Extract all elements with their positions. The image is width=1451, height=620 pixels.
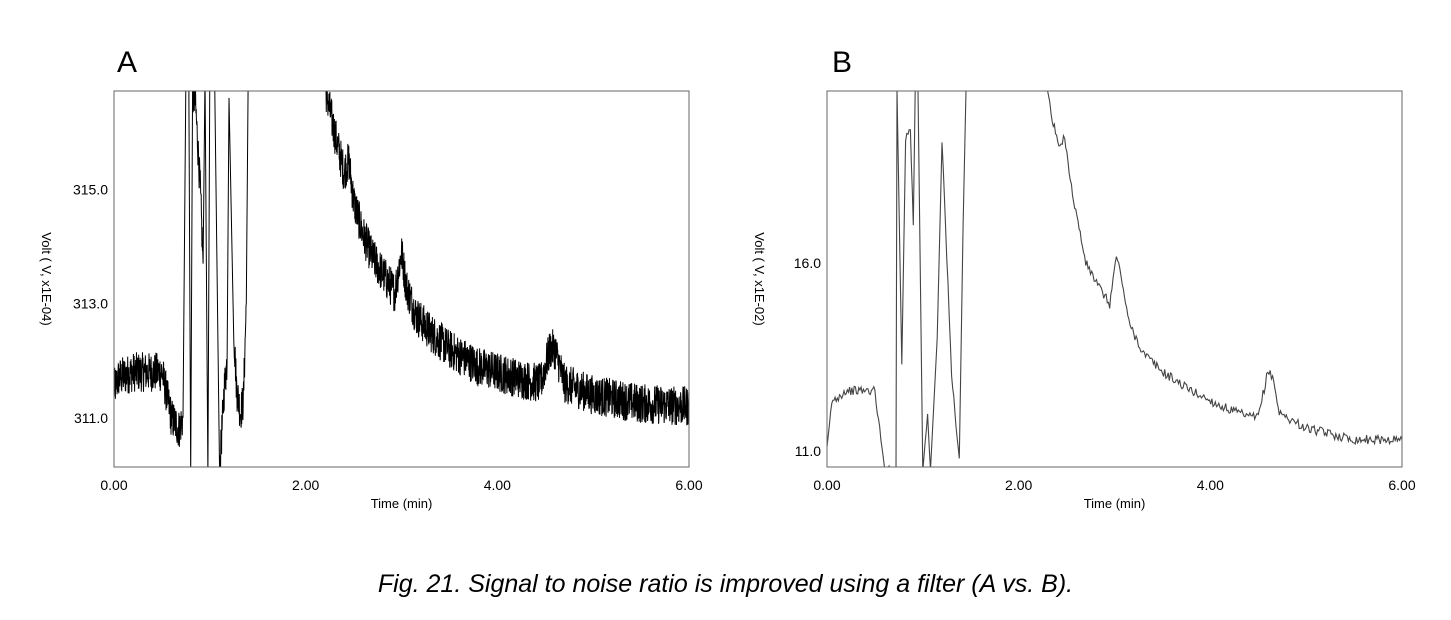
panel-b-series-line [827, 91, 1402, 467]
panel-a-plot-frame [113, 90, 690, 468]
panel-b-x-tick-label: 6.00 [1388, 477, 1415, 493]
panel-b-x-tick-label: 4.00 [1197, 477, 1224, 493]
panel-a-y-tick-label: 311.0 [74, 410, 108, 426]
panel-b-y-axis-title: Volt ( V, x1E-02) [752, 232, 767, 325]
panel-a-x-tick-label: 4.00 [484, 477, 511, 493]
panel-a-y-tick-label: 315.0 [73, 181, 108, 197]
panel-b-plot-frame [826, 90, 1403, 468]
panel-a-series-line [114, 91, 689, 467]
panel-a-x-tick-label: 2.00 [292, 477, 319, 493]
panel-a-y-tick-label: 313.0 [73, 296, 108, 312]
panel-b-y-tick-label: 16.0 [794, 255, 821, 271]
panel-b-y-tick-label: 11.0 [795, 443, 821, 459]
panel-b-x-axis-title: Time (min) [1084, 496, 1146, 511]
panel-b-x-tick-label: 2.00 [1005, 477, 1032, 493]
panel-a-x-tick-label: 6.00 [675, 477, 702, 493]
panel-a-x-tick-label: 0.00 [100, 477, 127, 493]
panel-label-b: B [832, 46, 852, 79]
panel-a-y-axis-title: Volt ( V, x1E-04) [39, 232, 54, 325]
panel-label-a: A [117, 46, 137, 79]
chart-canvas: A B 0.00 2.00 4.00 6.00 311.0 313.0 315.0 Time … [39, 46, 1416, 511]
panel-a-x-axis-title: Time (min) [371, 496, 433, 511]
panel-b-x-tick-label: 0.00 [813, 477, 840, 493]
figure-caption: Fig. 21. Signal to noise ratio is improv… [377, 570, 1074, 598]
